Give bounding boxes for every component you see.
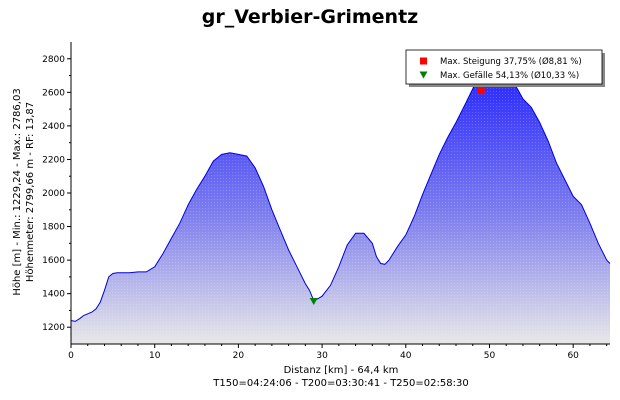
x-tick-label: 40 (400, 351, 412, 361)
legend-climb-label: Max. Steigung 37,75% (Ø8,81 %) (440, 56, 582, 67)
x-tick-label: 60 (567, 351, 579, 361)
y-tick-label: 1400 (42, 290, 65, 300)
elevation-area-texture (71, 61, 610, 344)
x-tick-label: 0 (68, 351, 74, 361)
legend-descent-label: Max. Gefälle 54,13% (Ø10,33 %) (440, 70, 579, 81)
legend-climb-symbol (420, 57, 427, 65)
y-tick-label: 2000 (42, 189, 65, 199)
legend-box (405, 49, 603, 85)
y-tick-label: 1800 (42, 223, 65, 233)
y-axis-elevation-label: Höhenmeter: 2799,66 m - RF: 13,87 (25, 102, 36, 282)
y-tick-label: 1600 (42, 256, 65, 266)
max-descent-marker (309, 298, 318, 306)
x-tick-label: 10 (149, 351, 161, 361)
y-tick-label: 2200 (42, 155, 65, 165)
y-tick-label: 2800 (42, 55, 65, 65)
legend-descent-symbol (419, 71, 428, 79)
y-tick-label: 2600 (42, 88, 65, 98)
chart-title: gr_Verbier-Grimentz (201, 6, 419, 28)
legend: Max. Steigung 37,75% (Ø8,81 %) Max. Gefäl… (405, 49, 605, 87)
x-axis-label: Distanz [km] - 64,4 km (284, 365, 399, 376)
x-axis-time-label: T150=04:24:06 - T200=03:30:41 - T250=02:… (212, 378, 468, 389)
y-tick-label: 2400 (42, 122, 65, 132)
y-axis-label: Höhe [m] - Min.: 1229,24 - Max.: 2786,03 (12, 88, 23, 295)
x-tick-label: 30 (316, 351, 328, 361)
y-tick-label: 1200 (42, 323, 65, 333)
max-climb-marker (477, 87, 485, 95)
x-tick-label: 50 (484, 351, 496, 361)
x-tick-label: 20 (233, 351, 245, 361)
